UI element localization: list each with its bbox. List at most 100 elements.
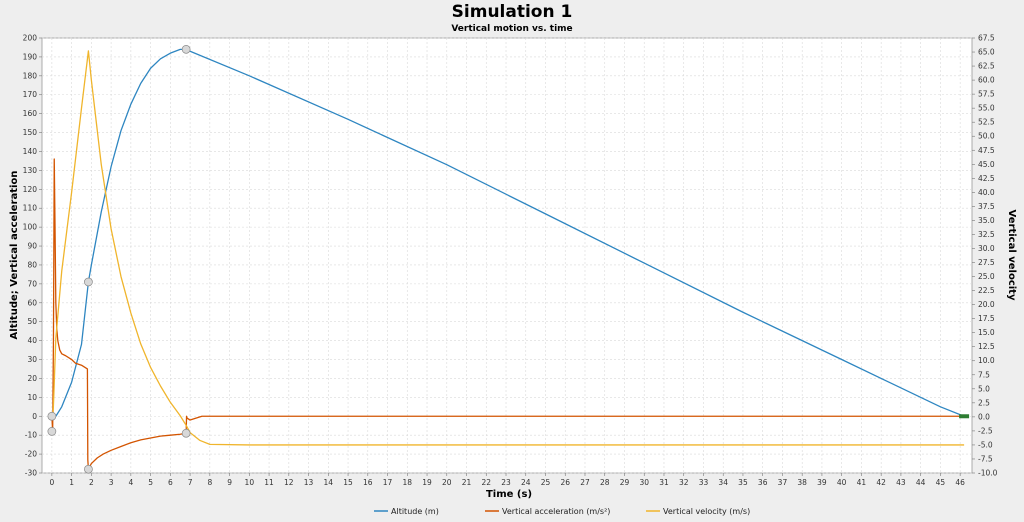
x-tick-label: 17 xyxy=(383,478,393,487)
y-right-tick-label: 60.0 xyxy=(978,76,995,85)
y-right-tick-label: 2.5 xyxy=(978,398,990,407)
y-left-tick-label: -30 xyxy=(25,469,37,478)
x-tick-label: 44 xyxy=(916,478,926,487)
y-right-tick-label: 22.5 xyxy=(978,286,995,295)
x-tick-label: 3 xyxy=(109,478,114,487)
x-tick-label: 29 xyxy=(620,478,630,487)
x-tick-label: 2 xyxy=(89,478,94,487)
x-tick-label: 27 xyxy=(580,478,590,487)
chart-title: Simulation 1 xyxy=(452,2,573,22)
y-axis-left-title: Altitude; Vertical acceleration xyxy=(9,171,20,340)
x-tick-label: 36 xyxy=(758,478,768,487)
y-right-tick-label: 67.5 xyxy=(978,34,995,43)
y-right-tick-label: 35.0 xyxy=(978,216,995,225)
x-tick-label: 33 xyxy=(699,478,709,487)
x-tick-label: 15 xyxy=(343,478,353,487)
y-right-tick-label: 65.0 xyxy=(978,48,995,57)
y-left-tick-label: 60 xyxy=(27,298,37,307)
event-marker xyxy=(84,277,93,287)
ground-hit-marker xyxy=(959,414,970,419)
x-tick-label: 39 xyxy=(817,478,827,487)
y-left-tick-label: 170 xyxy=(23,90,38,99)
x-tick-label: 10 xyxy=(245,478,255,487)
y-left-tick-label: 180 xyxy=(23,71,38,80)
x-axis-ticks: 0 1 2 3 4 5 6 7 8 9 10 11 12 13 14 15 16 17 18 19 20 21 22 23 24… xyxy=(49,473,965,487)
y-left-tick-label: -20 xyxy=(25,450,37,459)
x-tick-label: 45 xyxy=(936,478,946,487)
y-right-tick-label: 27.5 xyxy=(978,258,995,267)
y-axis-left-ticks: -30 -20 -10 0 10 20 30 40 50 60 70 80 90 100 110 120 130… xyxy=(23,34,42,478)
event-marker xyxy=(84,464,93,474)
y-left-tick-label: 50 xyxy=(27,317,37,326)
x-tick-label: 11 xyxy=(264,478,274,487)
event-marker xyxy=(47,427,57,436)
legend-label: Vertical velocity (m/s) xyxy=(663,507,750,516)
x-tick-label: 25 xyxy=(541,478,551,487)
legend-label: Altitude (m) xyxy=(391,507,439,516)
series-line-2 xyxy=(51,158,965,470)
legend: Altitude (m) Vertical acceleration (m/s²)… xyxy=(374,507,750,516)
y-right-tick-label: 50.0 xyxy=(978,132,995,141)
y-left-tick-label: 200 xyxy=(23,34,38,43)
x-tick-label: 35 xyxy=(738,478,748,487)
x-tick-label: 0 xyxy=(49,478,54,487)
x-tick-label: 30 xyxy=(639,478,649,487)
x-tick-label: 7 xyxy=(188,478,193,487)
y-right-tick-label: 30.0 xyxy=(978,244,995,253)
x-tick-label: 24 xyxy=(521,478,531,487)
x-tick-label: 16 xyxy=(363,478,373,487)
y-left-tick-label: 100 xyxy=(23,223,38,232)
y-left-tick-label: 20 xyxy=(27,374,37,383)
y-left-tick-label: 30 xyxy=(27,355,37,364)
y-right-tick-label: 42.5 xyxy=(978,174,995,183)
y-left-tick-label: 40 xyxy=(27,336,37,345)
y-right-tick-label: 45.0 xyxy=(978,160,995,169)
legend-label: Vertical acceleration (m/s²) xyxy=(502,507,610,516)
y-right-tick-label: 25.0 xyxy=(978,272,995,281)
y-left-tick-label: 70 xyxy=(27,279,37,288)
x-tick-label: 22 xyxy=(481,478,491,487)
chart-subtitle: Vertical motion vs. time xyxy=(451,24,572,34)
x-tick-label: 32 xyxy=(679,478,689,487)
y-right-tick-label: 0.0 xyxy=(978,412,990,421)
y-left-tick-label: 110 xyxy=(23,204,38,213)
y-left-tick-label: 140 xyxy=(23,147,38,156)
x-tick-label: 19 xyxy=(422,478,432,487)
y-axis-right-title: Vertical velocity xyxy=(1006,210,1017,301)
y-left-tick-label: 190 xyxy=(23,52,38,61)
x-tick-label: 12 xyxy=(284,478,294,487)
x-tick-label: 8 xyxy=(207,478,212,487)
x-tick-label: 13 xyxy=(304,478,314,487)
series-layer xyxy=(51,48,965,470)
y-right-tick-label: 7.5 xyxy=(978,370,990,379)
x-tick-label: 40 xyxy=(837,478,847,487)
y-left-tick-label: 10 xyxy=(27,393,37,402)
x-tick-label: 28 xyxy=(600,478,610,487)
x-tick-label: 20 xyxy=(442,478,452,487)
x-tick-label: 14 xyxy=(324,478,334,487)
y-right-tick-label: 5.0 xyxy=(978,384,990,393)
x-tick-label: 34 xyxy=(718,478,728,487)
x-tick-label: 42 xyxy=(876,478,886,487)
y-left-tick-label: 150 xyxy=(23,128,38,137)
x-tick-label: 5 xyxy=(148,478,153,487)
event-marker xyxy=(47,411,57,421)
y-right-tick-label: 10.0 xyxy=(978,356,995,365)
y-right-tick-label: 47.5 xyxy=(978,146,995,155)
y-left-tick-label: 0 xyxy=(32,412,37,421)
series-line-3 xyxy=(51,50,965,446)
x-tick-label: 31 xyxy=(659,478,669,487)
event-marker xyxy=(181,44,191,54)
y-right-tick-label: -5.0 xyxy=(978,440,993,449)
x-tick-label: 1 xyxy=(69,478,74,487)
x-tick-label: 6 xyxy=(168,478,173,487)
y-right-tick-label: 57.5 xyxy=(978,90,995,99)
plot-area xyxy=(41,37,973,474)
x-tick-label: 18 xyxy=(403,478,413,487)
x-tick-label: 4 xyxy=(128,478,133,487)
x-tick-label: 43 xyxy=(896,478,906,487)
event-marker xyxy=(181,428,191,438)
y-right-tick-label: -7.5 xyxy=(978,454,993,463)
